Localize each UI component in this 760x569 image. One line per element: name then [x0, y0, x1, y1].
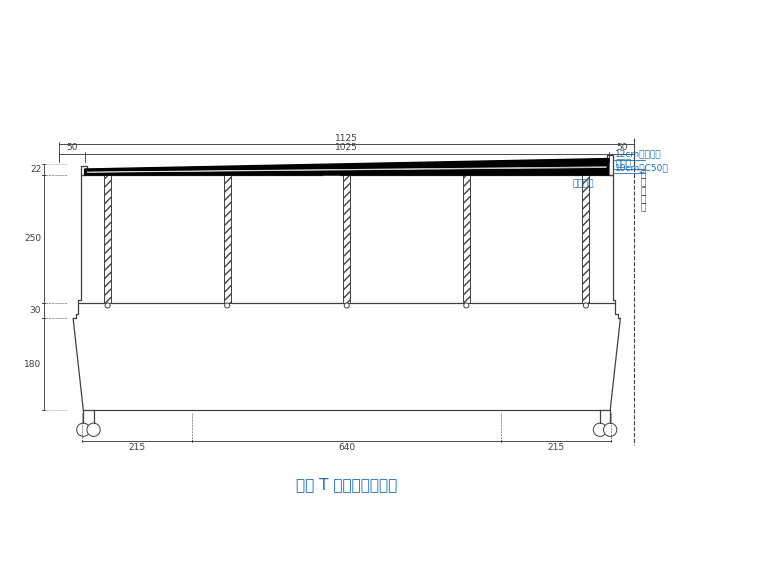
Text: 1025: 1025	[335, 143, 358, 152]
Text: 180: 180	[24, 360, 41, 369]
Circle shape	[594, 423, 606, 436]
Polygon shape	[84, 159, 609, 175]
Ellipse shape	[105, 303, 110, 308]
Text: 640: 640	[338, 443, 356, 452]
Circle shape	[603, 423, 617, 436]
Ellipse shape	[225, 303, 230, 308]
Text: 2%: 2%	[324, 167, 339, 176]
Text: 设计高程: 设计高程	[572, 179, 594, 188]
Text: 路: 路	[641, 171, 646, 180]
Bar	[463, 175, 470, 303]
Bar	[344, 175, 350, 303]
Text: 22: 22	[30, 165, 41, 174]
Text: 计: 计	[641, 195, 646, 204]
Bar	[582, 175, 590, 303]
Bar	[223, 175, 231, 303]
Text: 12cm厚沥青砼: 12cm厚沥青砼	[615, 150, 662, 159]
Circle shape	[77, 423, 90, 436]
Text: 215: 215	[548, 443, 565, 452]
Text: 设: 设	[641, 187, 646, 196]
Text: 10cm厚C50砼: 10cm厚C50砼	[615, 163, 669, 172]
Text: 线: 线	[641, 179, 646, 188]
Text: 简支 T 梁横断面示意图: 简支 T 梁横断面示意图	[296, 477, 397, 492]
Text: 1125: 1125	[335, 134, 358, 143]
Ellipse shape	[584, 303, 588, 308]
Text: 线: 线	[641, 203, 646, 212]
Text: 215: 215	[128, 443, 146, 452]
Text: 防水层: 防水层	[615, 160, 631, 168]
Text: 50: 50	[616, 143, 628, 152]
Ellipse shape	[464, 303, 469, 308]
Text: 30: 30	[30, 306, 41, 315]
Text: 250: 250	[24, 234, 41, 244]
Ellipse shape	[344, 303, 350, 308]
Text: 50: 50	[66, 143, 78, 152]
Circle shape	[87, 423, 100, 436]
Bar	[104, 175, 111, 303]
